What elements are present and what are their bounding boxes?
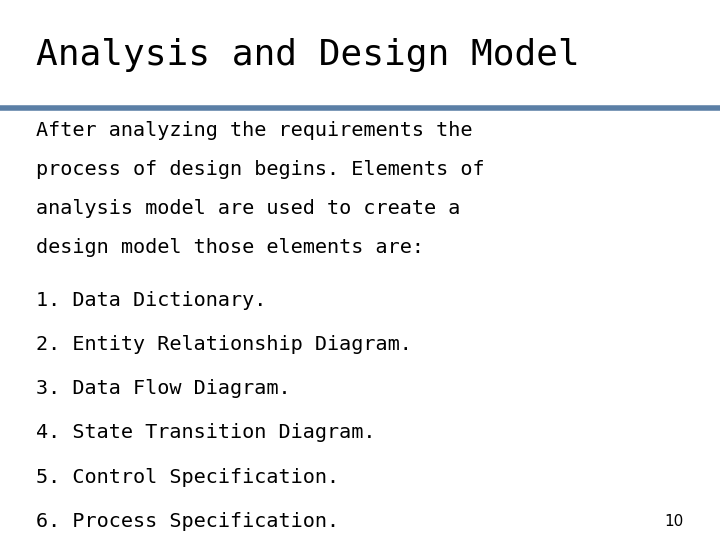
Text: 10: 10 bbox=[665, 514, 684, 529]
Text: Analysis and Design Model: Analysis and Design Model bbox=[36, 38, 580, 72]
Text: 4. State Transition Diagram.: 4. State Transition Diagram. bbox=[36, 423, 376, 442]
Text: 2. Entity Relationship Diagram.: 2. Entity Relationship Diagram. bbox=[36, 335, 412, 354]
Text: design model those elements are:: design model those elements are: bbox=[36, 238, 424, 257]
Text: 5. Control Specification.: 5. Control Specification. bbox=[36, 468, 339, 487]
Text: After analyzing the requirements the: After analyzing the requirements the bbox=[36, 122, 472, 140]
Text: 6. Process Specification.: 6. Process Specification. bbox=[36, 512, 339, 531]
Text: 3. Data Flow Diagram.: 3. Data Flow Diagram. bbox=[36, 379, 291, 398]
Text: analysis model are used to create a: analysis model are used to create a bbox=[36, 199, 460, 218]
Text: 1. Data Dictionary.: 1. Data Dictionary. bbox=[36, 291, 266, 309]
Text: process of design begins. Elements of: process of design begins. Elements of bbox=[36, 160, 485, 179]
